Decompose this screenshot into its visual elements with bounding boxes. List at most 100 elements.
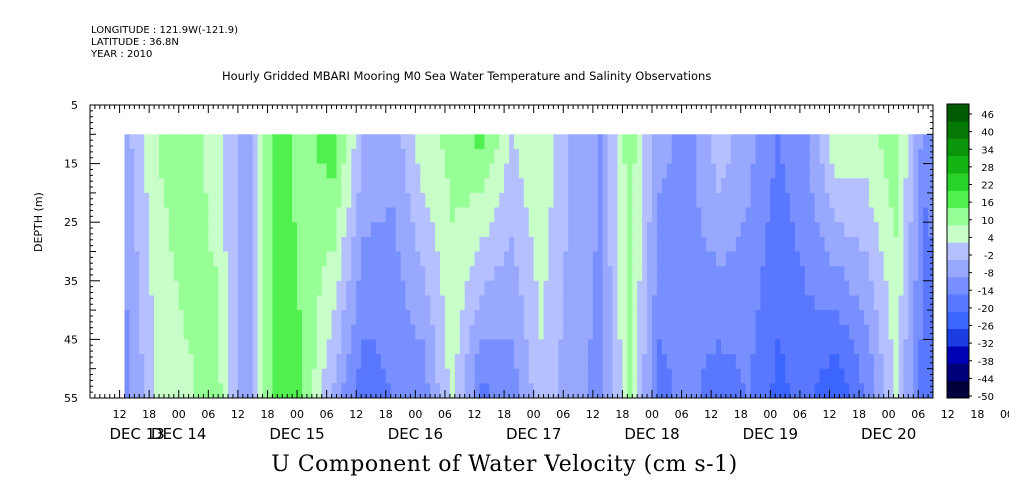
heatmap-cell [750, 280, 756, 296]
heatmap-cell [509, 178, 515, 194]
heatmap-cell [326, 310, 332, 326]
heatmap-cell [721, 134, 727, 150]
heatmap-cell [262, 383, 268, 399]
heatmap-cell [479, 324, 485, 340]
heatmap-cell [395, 192, 401, 208]
heatmap-cell [440, 222, 446, 238]
colorbar-label: 46 [981, 110, 994, 121]
heatmap-cell [597, 148, 604, 164]
heatmap-cell [839, 192, 845, 208]
heatmap-cell [760, 192, 766, 208]
heatmap-cell [578, 295, 584, 311]
heatmap-cell [444, 222, 451, 238]
heatmap-cell [124, 295, 130, 311]
heatmap-cell [218, 383, 224, 399]
heatmap-cell [395, 251, 401, 267]
heatmap-cell [371, 178, 377, 194]
heatmap-cell [435, 324, 441, 340]
colorbar-label: -8 [984, 269, 994, 280]
heatmap-cell [218, 354, 224, 370]
heatmap-cell [893, 236, 899, 252]
y-tick-label: 35 [64, 275, 78, 288]
heatmap-cell [913, 178, 919, 194]
heatmap-cell [198, 148, 204, 164]
heatmap-cell [666, 207, 673, 223]
heatmap-cell [232, 148, 239, 164]
heatmap-cell [326, 134, 332, 150]
heatmap-cell [331, 134, 337, 150]
heatmap-cell [642, 280, 648, 296]
heatmap-cell [740, 310, 747, 326]
heatmap-cell [859, 266, 865, 282]
heatmap-cell [844, 207, 850, 223]
heatmap-cell [380, 324, 387, 340]
heatmap-cell [144, 178, 150, 194]
heatmap-cell [139, 368, 145, 384]
heatmap-cell [366, 383, 372, 399]
heatmap-cell [612, 222, 618, 238]
heatmap-cell [287, 324, 293, 340]
heatmap-cell [247, 148, 254, 164]
heatmap-cell [420, 148, 426, 164]
heatmap-cell [553, 295, 559, 311]
heatmap-cell [193, 148, 199, 164]
heatmap-cell [154, 368, 160, 384]
heatmap-cell [666, 251, 673, 267]
heatmap-cell [893, 266, 899, 282]
heatmap-cell [390, 236, 397, 252]
heatmap-cell [918, 368, 924, 384]
heatmap-cell [799, 134, 806, 150]
heatmap-cell [627, 236, 633, 252]
heatmap-cell [854, 134, 860, 150]
heatmap-cell [301, 354, 308, 370]
heatmap-cell [873, 266, 880, 282]
heatmap-cell [617, 163, 623, 179]
heatmap-cell [592, 222, 599, 238]
heatmap-cell [923, 310, 929, 326]
heatmap-cell [873, 295, 880, 311]
heatmap-cell [237, 148, 244, 164]
heatmap-cell [213, 383, 219, 399]
heatmap-cell [908, 236, 914, 252]
heatmap-cell [750, 178, 756, 194]
heatmap-cell [385, 368, 392, 384]
heatmap-cell [208, 266, 214, 282]
heatmap-cell [814, 148, 821, 164]
heatmap-cell [666, 192, 673, 208]
heatmap-cell [267, 295, 273, 311]
heatmap-cell [676, 192, 682, 208]
heatmap-cell [380, 178, 387, 194]
heatmap-cell [632, 295, 638, 311]
heatmap-cell [780, 207, 786, 223]
colorbar-swatch [947, 155, 969, 174]
heatmap-cell [740, 222, 747, 238]
x-tick-label: 00 [882, 408, 896, 421]
heatmap-cell [730, 163, 737, 179]
heatmap-cell [203, 310, 209, 326]
heatmap-cell [809, 236, 816, 252]
heatmap-cell [568, 266, 574, 282]
heatmap-cell [671, 148, 678, 164]
heatmap-cell [311, 163, 318, 179]
heatmap-cell [178, 178, 185, 194]
x-axis-label: U Component of Water Velocity (cm s-1) [271, 452, 738, 477]
heatmap-cell [420, 266, 426, 282]
heatmap-cell [395, 134, 401, 150]
colorbar-label: -26 [978, 322, 994, 333]
heatmap-cell [775, 368, 781, 384]
heatmap-cell [188, 251, 194, 267]
heatmap-cell [814, 368, 821, 384]
heatmap-cell [400, 310, 406, 326]
heatmap-cell [696, 383, 702, 399]
colorbar-label: 4 [988, 233, 994, 244]
heatmap-cell [878, 207, 885, 223]
heatmap-cell [528, 178, 535, 194]
heatmap-cell [898, 148, 904, 164]
heatmap-cell [474, 207, 480, 223]
heatmap-cell [237, 222, 244, 238]
heatmap-cell [903, 368, 909, 384]
heatmap-cell [297, 222, 303, 238]
heatmap-cell [223, 192, 229, 208]
heatmap-cell [794, 163, 801, 179]
heatmap-cell [740, 178, 747, 194]
